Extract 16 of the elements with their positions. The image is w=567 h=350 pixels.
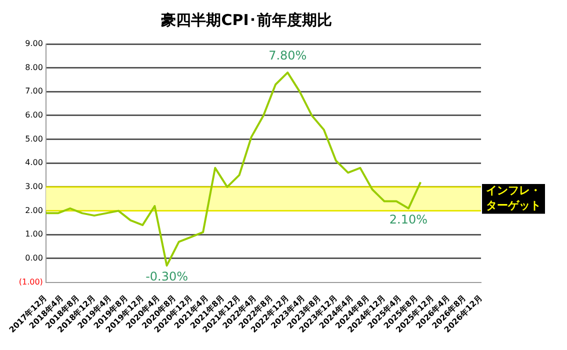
annotation: 2.10% [389,212,428,227]
annotation: 7.80% [268,48,307,63]
y-tick-label: 6.00 [25,110,43,120]
y-tick-label: 8.00 [25,62,43,72]
y-tick-label: 1.00 [25,230,43,239]
y-tick-label: 3.00 [25,182,43,192]
y-tick-label: 0.00 [25,254,43,263]
y-tick-label: 2.00 [25,206,43,215]
y-tick-label: 7.00 [25,86,43,96]
chart-title: 豪四半期CPI･前年度期比 [160,10,332,29]
band-label: インフレ・ターゲット [486,184,541,212]
y-tick-label: 4.00 [25,158,43,168]
y-tick-label: 9.00 [25,39,43,48]
y-tick-label: 5.00 [25,134,43,144]
y-tick-label: (1.00) [18,277,43,286]
annotation: -0.30% [146,270,188,284]
